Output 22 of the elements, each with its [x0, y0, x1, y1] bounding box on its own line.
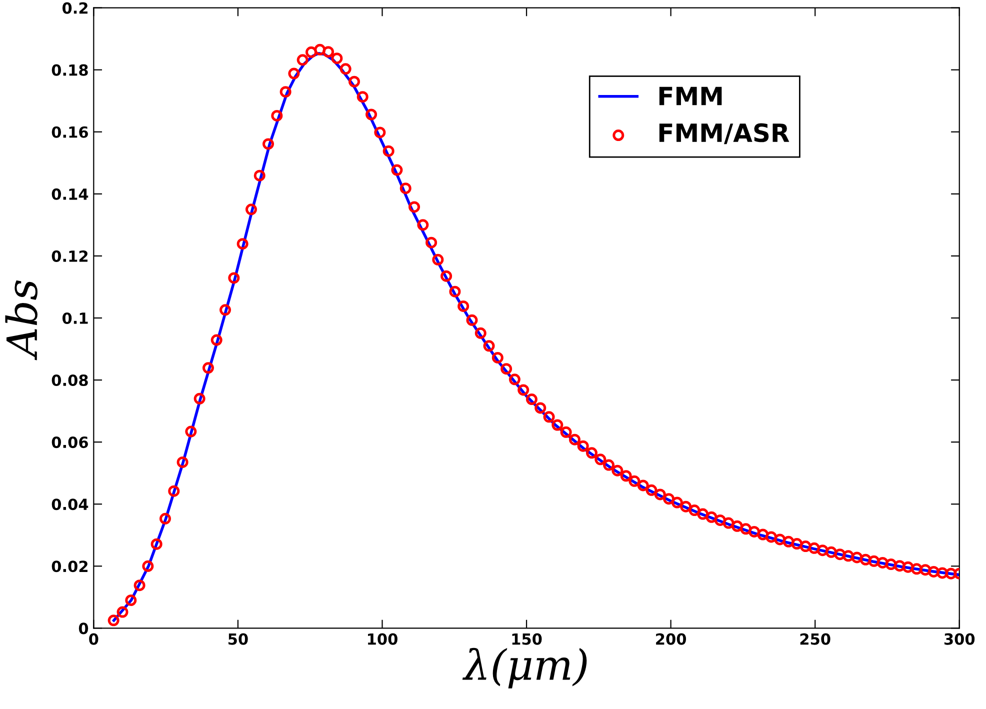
y-axis-title: Abs: [5, 280, 38, 360]
y-tick-label: 0.04: [52, 498, 88, 510]
legend-label: FMM: [659, 86, 722, 106]
legend-label: FMM/ASR: [659, 123, 790, 144]
x-tick-label: 50: [228, 633, 248, 645]
y-tick-label: 0.02: [52, 560, 88, 572]
y-tick-label: 0.12: [52, 250, 88, 262]
y-tick-label: 0: [78, 622, 88, 634]
x-tick-label: 0: [89, 633, 98, 645]
x-tick-label: 300: [944, 633, 975, 645]
y-tick-label: 0.1: [62, 312, 88, 324]
x-axis-title: λ(μm): [462, 648, 587, 688]
y-tick-label: 0.16: [52, 126, 88, 138]
x-tick-label: 250: [800, 633, 830, 645]
y-tick-label: 0.18: [52, 64, 88, 76]
y-tick-label: 0.08: [52, 374, 88, 386]
y-tick-label: 0.2: [62, 2, 88, 14]
x-tick-label: 200: [656, 633, 686, 645]
x-tick-label: 150: [512, 633, 542, 645]
x-tick-label: 100: [368, 633, 398, 645]
y-tick-label: 0.06: [52, 436, 88, 448]
y-tick-label: 0.14: [52, 188, 88, 200]
